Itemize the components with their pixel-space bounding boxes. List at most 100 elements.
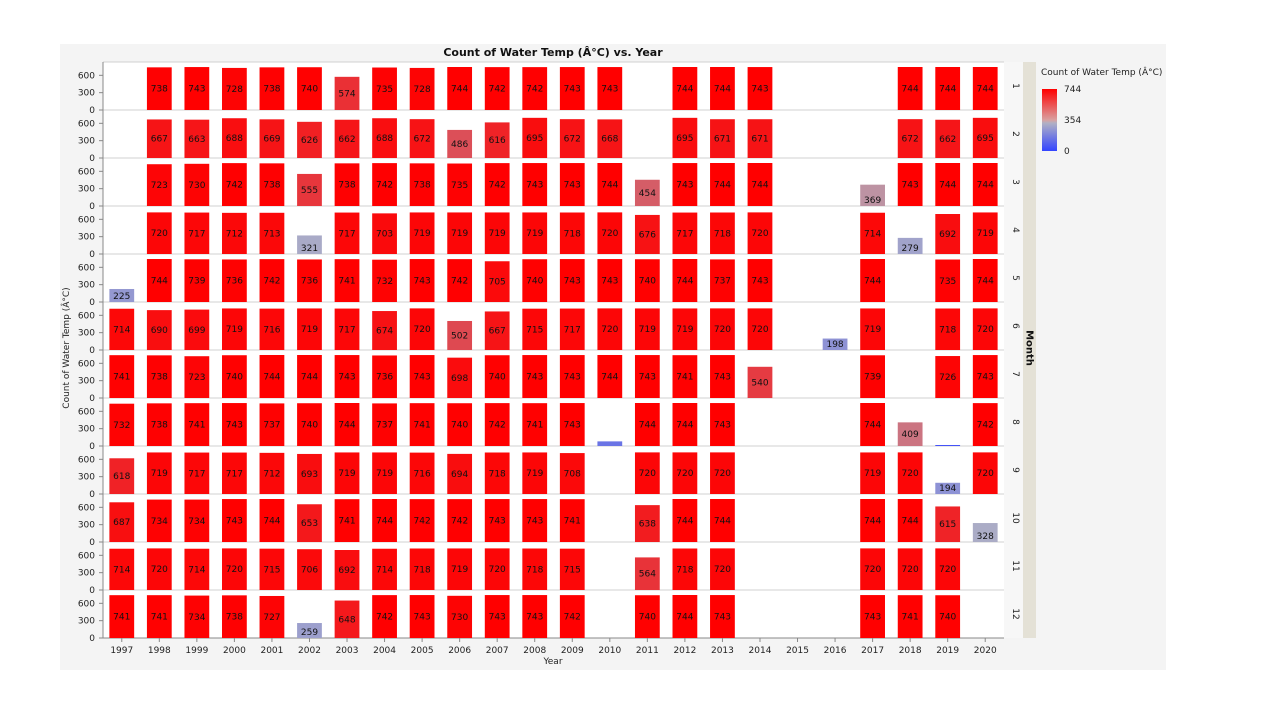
- data-bar: [447, 259, 473, 302]
- data-label: 736: [376, 373, 393, 383]
- data-label: 735: [451, 181, 468, 191]
- x-tick-label: 2013: [711, 646, 734, 656]
- data-label: 720: [939, 565, 956, 575]
- data-label: 744: [263, 373, 280, 383]
- y-tick-label: 600: [78, 503, 95, 513]
- data-bar: [634, 308, 660, 350]
- data-bar: [860, 184, 885, 206]
- data-bar: [447, 163, 473, 206]
- data-bar: [409, 548, 435, 590]
- data-label: 719: [376, 469, 393, 479]
- data-bar: [522, 355, 548, 398]
- data-label: 663: [188, 135, 205, 145]
- data-bar: [297, 235, 322, 254]
- data-bar: [559, 453, 585, 494]
- data-label: 717: [188, 229, 205, 239]
- y-tick-label: 600: [78, 167, 95, 177]
- data-label: 667: [151, 135, 168, 145]
- data-bar: [634, 452, 660, 494]
- data-label: 720: [414, 325, 431, 335]
- data-label: 719: [226, 325, 243, 335]
- data-label: 714: [113, 325, 130, 335]
- data-bar: [484, 122, 510, 158]
- data-bar: [259, 499, 285, 542]
- data-bar: [184, 212, 210, 254]
- data-label: 369: [864, 196, 881, 206]
- data-bar: [334, 119, 360, 158]
- data-bar: [634, 355, 660, 398]
- data-label: 574: [338, 89, 355, 99]
- data-label: 715: [564, 565, 581, 575]
- data-bar: [447, 595, 473, 638]
- data-bar: [522, 308, 548, 350]
- data-bar: [447, 129, 473, 158]
- data-bar: [334, 355, 360, 398]
- data-label: 744: [714, 517, 731, 527]
- data-bar: [146, 259, 172, 302]
- data-label: 720: [489, 565, 506, 575]
- data-label: 728: [226, 85, 243, 95]
- data-label: 741: [188, 421, 205, 431]
- data-label: 653: [301, 519, 318, 529]
- x-axis-title: Year: [543, 657, 563, 667]
- data-bar: [747, 119, 773, 158]
- data-bar: [334, 499, 360, 542]
- y-tick-label: 0: [89, 442, 95, 452]
- data-bar: [372, 452, 397, 494]
- data-bar: [184, 259, 210, 302]
- data-label: 743: [338, 373, 355, 383]
- data-label: 723: [151, 181, 168, 191]
- data-bar: [972, 523, 998, 542]
- data-label: 744: [864, 277, 881, 287]
- data-bar: [522, 403, 548, 446]
- data-bar: [484, 403, 510, 446]
- data-bar: [597, 308, 623, 350]
- data-bar: [935, 259, 961, 302]
- data-label: 735: [939, 277, 956, 287]
- data-bar: [897, 237, 923, 254]
- y-tick-label: 0: [89, 298, 95, 308]
- month-facet-label: 2: [1010, 131, 1020, 137]
- data-bar: [184, 309, 210, 350]
- data-bar: [484, 261, 510, 302]
- data-bar: [109, 355, 135, 398]
- data-label: 743: [414, 373, 431, 383]
- data-label: 744: [714, 181, 731, 191]
- data-bar: [409, 452, 435, 494]
- data-label: 720: [601, 229, 618, 239]
- data-bar: [372, 259, 397, 302]
- data-label: 717: [676, 229, 693, 239]
- legend-color-gradient: [1042, 89, 1057, 151]
- data-bar: [597, 355, 623, 398]
- data-bar: [447, 499, 473, 542]
- data-label: 743: [714, 421, 731, 431]
- data-bar: [672, 308, 698, 350]
- data-bar: [484, 499, 510, 542]
- data-bar: [259, 67, 285, 110]
- data-label: 744: [601, 373, 618, 383]
- data-label: 739: [188, 277, 205, 287]
- data-bar: [634, 403, 660, 446]
- x-tick-label: 2000: [223, 646, 246, 656]
- data-bar: [334, 452, 360, 494]
- x-tick-label: 2020: [974, 646, 997, 656]
- data-label: 692: [939, 230, 956, 240]
- data-label: 672: [564, 135, 581, 145]
- data-label: 743: [714, 613, 731, 623]
- data-bar: [409, 163, 435, 206]
- data-bar: [672, 499, 698, 542]
- data-bar: [484, 548, 510, 590]
- data-bar: [672, 452, 698, 494]
- data-label: 744: [263, 517, 280, 527]
- y-tick-label: 300: [78, 425, 95, 435]
- data-label: 736: [301, 277, 318, 287]
- data-label: 741: [338, 517, 355, 527]
- data-bar: [634, 557, 660, 590]
- data-label: 744: [151, 277, 168, 287]
- data-bar: [334, 212, 360, 254]
- data-label: 720: [714, 565, 731, 575]
- data-label: 738: [151, 85, 168, 95]
- data-label: 742: [414, 517, 431, 527]
- data-label: 717: [564, 325, 581, 335]
- data-bar: [747, 308, 773, 350]
